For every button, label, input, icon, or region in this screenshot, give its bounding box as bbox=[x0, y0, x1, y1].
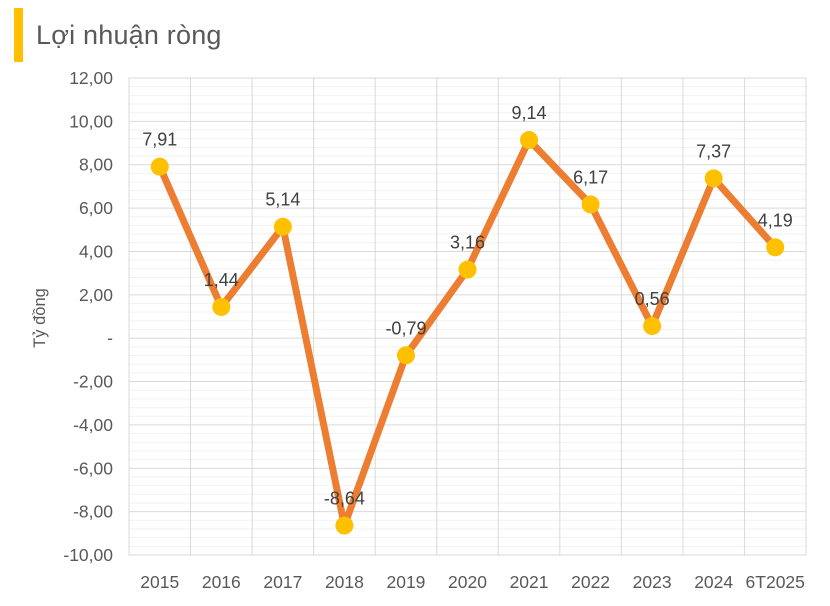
data-point-label: 0,56 bbox=[635, 289, 670, 309]
title-accent-bar bbox=[14, 8, 23, 62]
x-tick-label: 2020 bbox=[448, 572, 487, 592]
data-point-label: 3,16 bbox=[450, 233, 485, 253]
data-point-label: 1,44 bbox=[204, 270, 239, 290]
x-tick-label: 2018 bbox=[325, 572, 364, 592]
data-point bbox=[581, 195, 600, 214]
data-point-label: 7,91 bbox=[142, 130, 177, 150]
chart-header: Lợi nhuận ròng bbox=[14, 8, 222, 62]
data-point-label: 5,14 bbox=[265, 190, 300, 210]
data-point bbox=[396, 346, 415, 365]
data-point bbox=[335, 516, 354, 535]
data-point bbox=[643, 317, 662, 336]
data-point-label: 6,17 bbox=[573, 167, 608, 187]
y-tick-label: 8,00 bbox=[79, 155, 113, 175]
plot-border bbox=[128, 77, 807, 556]
data-point-label: 4,19 bbox=[758, 210, 793, 230]
x-tick-label: 2016 bbox=[202, 572, 241, 592]
y-tick-label: 4,00 bbox=[79, 241, 113, 261]
y-tick-label: -8,00 bbox=[73, 502, 113, 522]
data-point-label: -8,64 bbox=[324, 489, 365, 509]
x-tick-label: 2022 bbox=[571, 572, 610, 592]
x-tick-label: 2021 bbox=[510, 572, 549, 592]
x-axis-tick-labels: 2015 2016 2017 2018 2019 2020 2021 2022 2023 2024… bbox=[140, 572, 805, 592]
y-tick-label: -10,00 bbox=[63, 545, 113, 565]
y-tick-label: 6,00 bbox=[79, 198, 113, 218]
data-point bbox=[212, 297, 231, 316]
y-tick-label: 2,00 bbox=[79, 285, 113, 305]
data-point-label: 9,14 bbox=[512, 103, 547, 123]
data-point bbox=[766, 238, 785, 257]
data-point bbox=[520, 131, 539, 150]
x-tick-label: 2019 bbox=[386, 572, 425, 592]
data-point bbox=[704, 169, 723, 188]
y-tick-label: -6,00 bbox=[73, 458, 113, 478]
x-tick-label: 2015 bbox=[140, 572, 179, 592]
data-point bbox=[458, 260, 477, 279]
y-minor-gridlines bbox=[129, 86, 806, 547]
data-labels: 7,91 1,44 5,14 -8,64 -0,79 3,16 9,14 6,17 0,56 7,… bbox=[142, 103, 793, 509]
x-tick-label: 2017 bbox=[263, 572, 302, 592]
x-tick-label: 6T2025 bbox=[746, 572, 805, 592]
y-tick-label: -2,00 bbox=[73, 372, 113, 392]
y-tick-label: - bbox=[107, 328, 113, 348]
data-point bbox=[273, 217, 292, 236]
y-axis-title: Tỷ đồng bbox=[31, 288, 49, 348]
data-point-label: 7,37 bbox=[696, 141, 731, 161]
data-point bbox=[150, 157, 169, 176]
y-tick-label: 10,00 bbox=[69, 111, 113, 131]
data-markers bbox=[150, 131, 785, 535]
y-tick-label: -4,00 bbox=[73, 415, 113, 435]
x-tick-label: 2023 bbox=[633, 572, 672, 592]
x-tick-label: 2024 bbox=[694, 572, 733, 592]
data-point-label: -0,79 bbox=[385, 318, 426, 338]
y-axis-tick-labels: 12,00 10,00 8,00 6,00 4,00 2,00 - -2,00 -4,00 -6,… bbox=[63, 68, 113, 565]
y-tick-label: 12,00 bbox=[69, 68, 113, 88]
chart-title: Lợi nhuận ròng bbox=[36, 19, 222, 50]
